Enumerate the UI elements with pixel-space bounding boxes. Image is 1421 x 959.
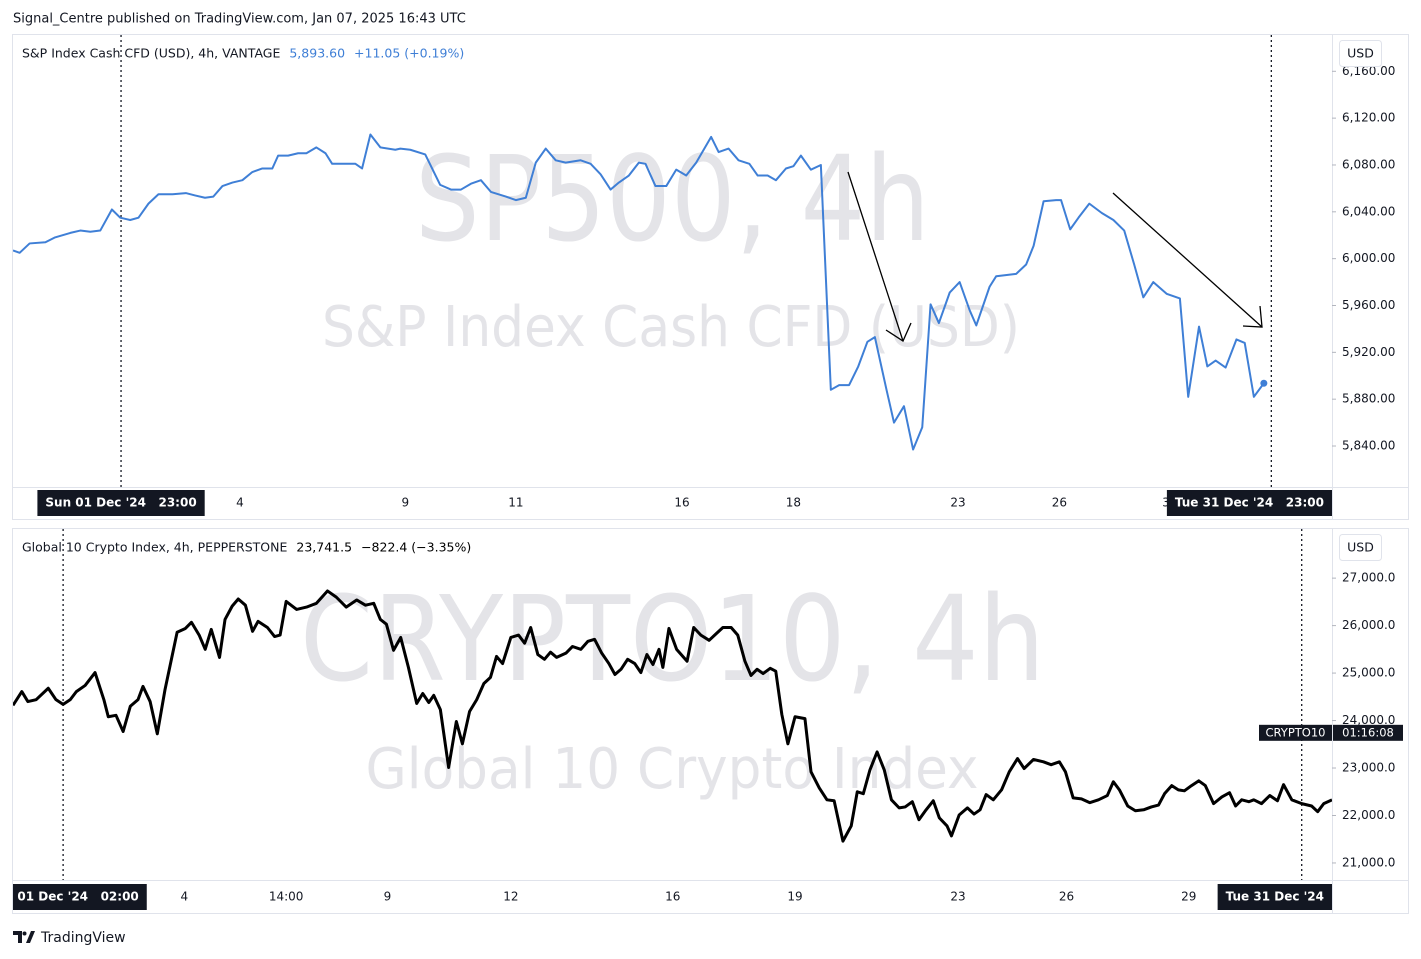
x-tick-label: 26 bbox=[1059, 890, 1074, 904]
x-tick-label: 9 bbox=[401, 496, 409, 510]
y-tick-label: 6,120.00 bbox=[1342, 111, 1395, 125]
price-label-box bbox=[1259, 724, 1332, 741]
x-tick-label: 11 bbox=[508, 496, 523, 510]
x-tick-label: 4 bbox=[180, 890, 188, 904]
y-tick-label: 6,160.00 bbox=[1342, 64, 1395, 78]
currency-box bbox=[1339, 40, 1382, 67]
footer-brand: TradingView bbox=[40, 930, 126, 946]
y-tick-label: 6,040.00 bbox=[1342, 204, 1395, 218]
legend-title: Global 10 Crypto Index, 4h, PEPPERSTONE bbox=[22, 540, 287, 555]
legend-title: S&P Index Cash CFD (USD), 4h, VANTAGE bbox=[22, 46, 280, 61]
marker-label-text: Tue 31 Dec '24 bbox=[1226, 890, 1324, 904]
x-tick-label: 23 bbox=[950, 496, 965, 510]
y-tick-label: 21,000.0 bbox=[1342, 855, 1395, 869]
x-tick-label: 23 bbox=[950, 890, 965, 904]
pane-frame bbox=[12, 34, 1409, 520]
x-tick-label: 26 bbox=[1052, 496, 1067, 510]
drawing-layer: Sun 01 Dec '24 23:00 Tue 31 Dec '24 23:00… bbox=[0, 40, 1403, 910]
marker-label-box bbox=[1166, 490, 1332, 516]
x-tick-label: 16 bbox=[674, 496, 689, 510]
x-tick-label: 14:00 bbox=[269, 890, 304, 904]
y-tick-label: 5,840.00 bbox=[1342, 439, 1395, 453]
marker-label: Sun 01 Dec '24 02:00 bbox=[0, 884, 147, 910]
y-tick-label: 6,000.00 bbox=[1342, 251, 1395, 265]
price-label-countdown: 01:16:08 bbox=[1342, 725, 1394, 739]
marker-label: Tue 31 Dec '24 bbox=[1217, 884, 1332, 910]
marker-label: Tue 31 Dec '24 23:00 bbox=[1166, 490, 1332, 516]
marker-label-box bbox=[1217, 884, 1332, 910]
marker-label-box bbox=[37, 490, 205, 516]
watermark: SP500, 4h bbox=[415, 130, 930, 268]
pane-frame bbox=[12, 528, 1409, 914]
y-tick-label: 23,000.0 bbox=[1342, 761, 1395, 775]
marker-label-text: Sun 01 Dec '24 02:00 bbox=[0, 890, 139, 904]
marker-label-box bbox=[13, 884, 147, 910]
plot-layer: 5,840.00 5,880.00 5,920.00 5,960.00 6,000.00… bbox=[13, 35, 1395, 904]
x-tick-label: 16 bbox=[665, 890, 680, 904]
y-tick-label: 5,960.00 bbox=[1342, 298, 1395, 312]
x-tick-label: 12 bbox=[503, 890, 518, 904]
price-label-symbol: CRYPTO10 bbox=[1266, 725, 1326, 739]
legend-change: +11.05 (+0.19%) bbox=[354, 46, 464, 61]
legend-change: −822.4 (−3.35%) bbox=[361, 540, 471, 555]
x-tick-label: 19 bbox=[787, 890, 802, 904]
y-tick-label: 25,000.0 bbox=[1342, 666, 1395, 680]
legend-price: 23,741.5 bbox=[296, 540, 352, 555]
watermark-layer: SP500, 4hS&P Index Cash CFD (USD)CRYPTO1… bbox=[300, 130, 1045, 802]
price-line bbox=[13, 133, 1265, 451]
y-tick-label: 6,080.00 bbox=[1342, 157, 1395, 171]
price-line bbox=[13, 589, 1332, 843]
y-tick-label: 27,000.0 bbox=[1342, 571, 1395, 585]
watermark-subtitle: S&P Index Cash CFD (USD) bbox=[322, 295, 1020, 360]
y-tick-label: 26,000.0 bbox=[1342, 618, 1395, 632]
watermark-subtitle: Global 10 Crypto Index bbox=[366, 737, 979, 802]
publish-header: Signal_Centre published on TradingView.c… bbox=[13, 12, 466, 27]
x-tick-label: 9 bbox=[384, 890, 392, 904]
marker-label: Sun 01 Dec '24 23:00 bbox=[37, 490, 205, 516]
marker-label-text: Sun 01 Dec '24 23:00 bbox=[45, 496, 196, 510]
currency-label: USD bbox=[1347, 46, 1374, 61]
trend-arrow bbox=[847, 171, 912, 342]
y-tick-label: 5,880.00 bbox=[1342, 392, 1395, 406]
currency-label: USD bbox=[1347, 540, 1374, 555]
currency-box bbox=[1339, 534, 1382, 561]
x-tick-label: 18 bbox=[786, 496, 801, 510]
marker-label-text: Tue 31 Dec '24 23:00 bbox=[1175, 496, 1324, 510]
price-label-box bbox=[1333, 724, 1403, 741]
last-point bbox=[1260, 379, 1268, 387]
x-tick-label: 4 bbox=[236, 496, 244, 510]
y-tick-label: 24,000.0 bbox=[1342, 713, 1395, 727]
legend-price: 5,893.60 bbox=[289, 46, 345, 61]
tradingview-logo bbox=[13, 931, 35, 943]
y-tick-label: 5,920.00 bbox=[1342, 345, 1395, 359]
x-tick-label: 29 bbox=[1181, 890, 1196, 904]
y-tick-label: 22,000.0 bbox=[1342, 808, 1395, 822]
trend-arrow bbox=[1112, 192, 1263, 328]
